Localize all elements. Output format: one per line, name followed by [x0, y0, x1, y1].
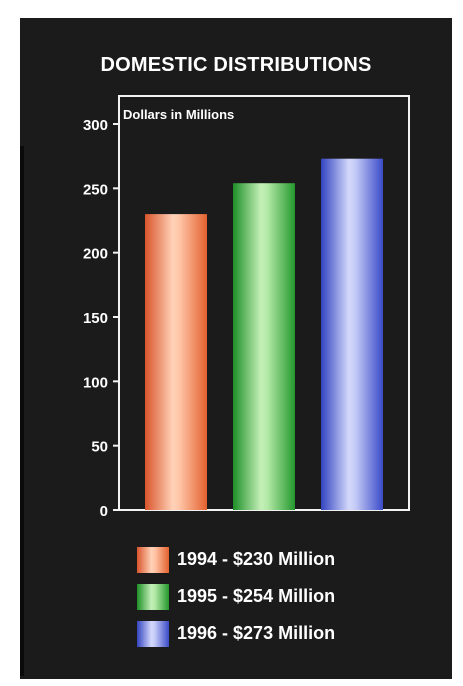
y-tick-label: 0 — [100, 503, 108, 520]
chart-title: DOMESTIC DISTRIBUTIONS — [100, 54, 372, 76]
legend-swatch — [137, 547, 169, 573]
y-tick-label: 250 — [83, 181, 108, 198]
legend-label: 1994 - $230 Million — [177, 549, 336, 569]
y-axis: 0 50 100 150 200 250 300 — [83, 117, 119, 520]
legend-label: 1996 - $273 Million — [177, 623, 336, 643]
bars — [145, 158, 383, 510]
panel-left-edge — [20, 146, 24, 676]
y-tick-label: 100 — [83, 374, 108, 391]
chart-panel: DOMESTIC DISTRIBUTIONS Doll — [20, 18, 452, 679]
y-tick-label: 150 — [83, 310, 108, 327]
legend-label: 1995 - $254 Million — [177, 586, 336, 606]
y-axis-label: Dollars in Millions — [123, 107, 234, 122]
legend-swatch — [137, 584, 169, 610]
y-tick-label: 300 — [83, 117, 108, 134]
bar-1996 — [321, 158, 383, 510]
legend-swatch — [137, 621, 169, 647]
y-tick-label: 50 — [91, 439, 108, 456]
bar-1994 — [145, 214, 207, 510]
bar-1995 — [233, 183, 295, 510]
bar-chart: Dollars in Millions 0 50 100 150 200 250 300 — [83, 95, 410, 520]
y-tick-label: 200 — [83, 246, 108, 263]
